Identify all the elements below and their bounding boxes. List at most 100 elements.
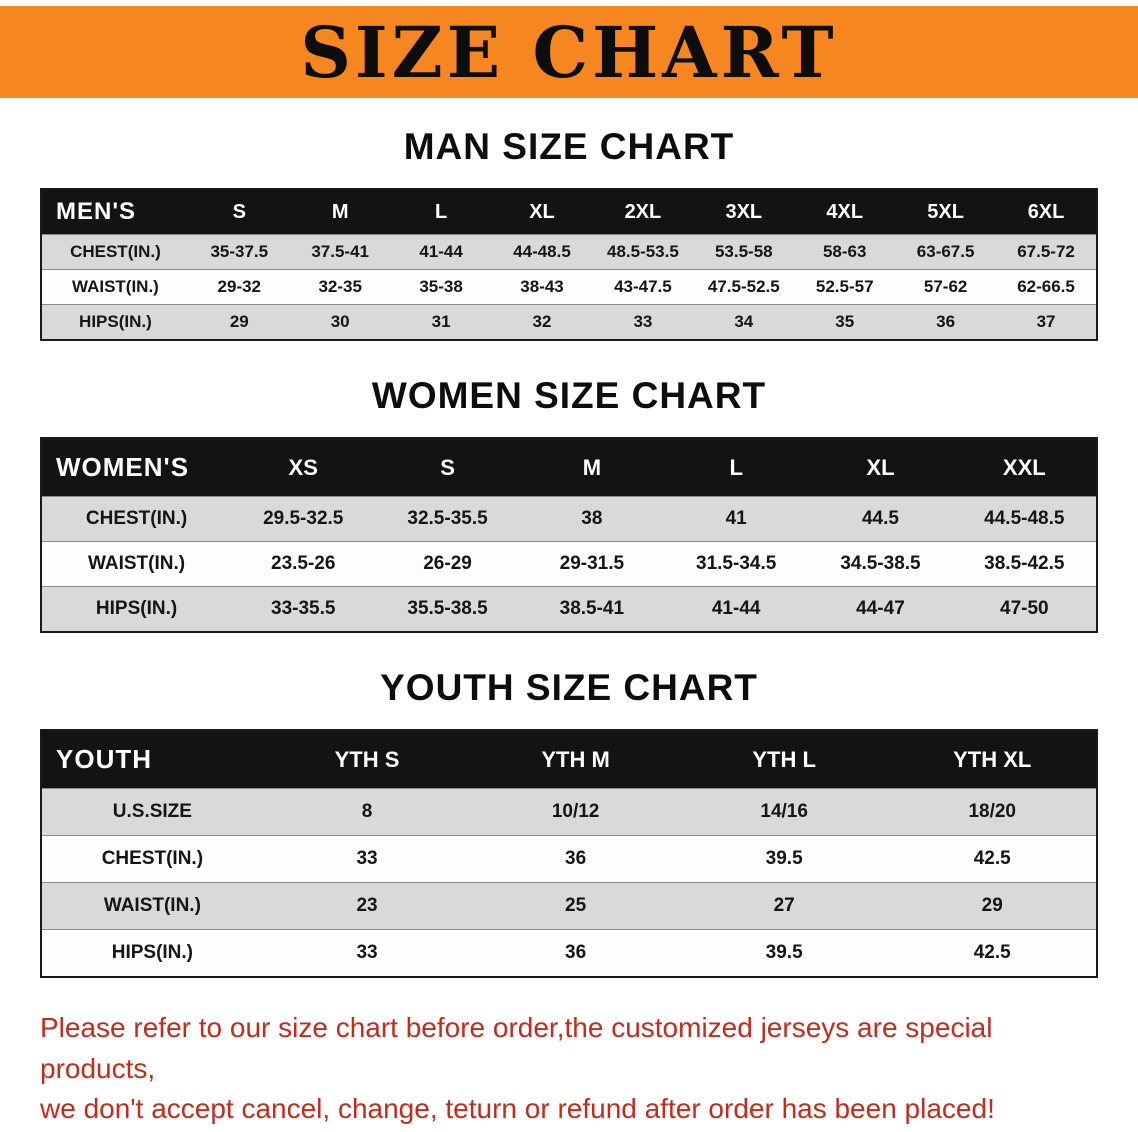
size-value-cell: 47.5-52.5 bbox=[707, 277, 780, 296]
size-value-cell: 35-38 bbox=[419, 277, 463, 296]
size-value-cell: 39.5 bbox=[765, 942, 803, 963]
size-value-cell: 34.5-38.5 bbox=[840, 553, 921, 574]
table-row: HIPS(IN.) 29 30 31 32 33 34 35 36 37 bbox=[41, 304, 1097, 340]
size-column-header: S bbox=[440, 454, 455, 480]
size-value-cell: 36 bbox=[936, 312, 956, 331]
size-value-cell: 62-66.5 bbox=[1017, 277, 1075, 296]
table-row: HIPS(IN.) 33 36 39.5 42.5 bbox=[41, 929, 1097, 977]
size-value-cell: 32-35 bbox=[318, 277, 362, 296]
size-value-cell: 37 bbox=[1036, 312, 1056, 331]
size-column-header: S bbox=[232, 200, 246, 223]
footer-note-line1: Please refer to our size chart before or… bbox=[40, 1012, 993, 1084]
size-value-cell: 23 bbox=[356, 895, 378, 916]
measurement-label: CHEST(IN.) bbox=[101, 848, 204, 869]
table-row: U.S.SIZE 8 10/12 14/16 18/20 bbox=[41, 788, 1097, 836]
size-value-cell: 52.5-57 bbox=[815, 277, 874, 296]
size-value-cell: 58-63 bbox=[822, 242, 867, 261]
youth-header-row: YOUTH YTH S YTH M YTH L YTH XL bbox=[41, 730, 1097, 789]
size-column-header: YTH S bbox=[334, 746, 400, 772]
banner: SIZE CHART bbox=[0, 6, 1138, 98]
measurement-label: CHEST(IN.) bbox=[85, 508, 188, 529]
men-size-table: MEN'S S M L XL 2XL 3XL 4XL 5XL 6XL CHEST(IN.) 35-3… bbox=[40, 188, 1098, 341]
size-column-header: 2XL bbox=[624, 200, 662, 223]
size-value-cell: 31 bbox=[431, 312, 451, 331]
size-value-cell: 38.5-41 bbox=[559, 598, 625, 619]
size-value-cell: 27 bbox=[773, 895, 795, 916]
size-value-cell: 31.5-34.5 bbox=[696, 553, 777, 574]
size-value-cell: 30 bbox=[330, 312, 350, 331]
size-value-cell: 42.5 bbox=[973, 942, 1011, 963]
size-column-header: XL bbox=[866, 454, 895, 480]
youth-table-body: U.S.SIZE 8 10/12 14/16 18/20 CHEST(IN.) 33 36 39… bbox=[41, 788, 1097, 977]
size-column-header: L bbox=[729, 454, 743, 480]
size-value-cell: 35-37.5 bbox=[210, 242, 269, 261]
measurement-label: HIPS(IN.) bbox=[95, 598, 178, 619]
size-value-cell: 14/16 bbox=[760, 801, 808, 822]
women-size-section: WOMEN SIZE CHART WOMEN'S XS S M L XL XXL CHEST… bbox=[0, 375, 1138, 633]
size-value-cell: 35.5-38.5 bbox=[407, 598, 488, 619]
size-value-cell: 29 bbox=[981, 895, 1003, 916]
women-size-table: WOMEN'S XS S M L XL XXL CHEST(IN.) 29.5-32.5 32.… bbox=[40, 437, 1098, 633]
measurement-label: HIPS(IN.) bbox=[111, 942, 194, 963]
size-value-cell: 29-32 bbox=[217, 277, 262, 296]
youth-table-header: YOUTH YTH S YTH M YTH L YTH XL bbox=[41, 730, 1097, 789]
size-value-cell: 29.5-32.5 bbox=[263, 508, 344, 529]
men-table-header: MEN'S S M L XL 2XL 3XL 4XL 5XL 6XL bbox=[41, 189, 1097, 235]
size-value-cell: 25 bbox=[565, 895, 587, 916]
measurement-label: WAIST(IN.) bbox=[87, 553, 186, 574]
size-value-cell: 42.5 bbox=[973, 848, 1011, 869]
size-value-cell: 36 bbox=[565, 942, 587, 963]
men-header-row: MEN'S S M L XL 2XL 3XL 4XL 5XL 6XL bbox=[41, 189, 1097, 235]
size-column-header: YTH M bbox=[541, 746, 610, 772]
table-row: CHEST(IN.) 35-37.5 37.5-41 41-44 44-48.5 48.5… bbox=[41, 234, 1097, 270]
men-table-body: CHEST(IN.) 35-37.5 37.5-41 41-44 44-48.5 48.5… bbox=[41, 234, 1097, 340]
size-value-cell: 8 bbox=[361, 801, 373, 822]
size-value-cell: 41 bbox=[725, 508, 747, 529]
size-value-cell: 47-50 bbox=[1000, 598, 1049, 619]
size-value-cell: 35 bbox=[835, 312, 855, 331]
measurement-label: WAIST(IN.) bbox=[71, 277, 159, 296]
women-section-heading: WOMEN SIZE CHART bbox=[371, 375, 767, 416]
size-value-cell: 44.5-48.5 bbox=[984, 508, 1065, 529]
size-value-cell: 29 bbox=[229, 312, 249, 331]
size-value-cell: 33 bbox=[356, 848, 378, 869]
size-column-header: XXL bbox=[1002, 454, 1046, 480]
size-column-header: XS bbox=[288, 454, 318, 480]
table-row: CHEST(IN.) 33 36 39.5 42.5 bbox=[41, 835, 1097, 883]
size-column-header: M bbox=[331, 200, 349, 223]
women-table-body: CHEST(IN.) 29.5-32.5 32.5-35.5 38 41 44.5 44.5… bbox=[41, 496, 1097, 632]
size-value-cell: 32.5-35.5 bbox=[407, 508, 488, 529]
women-table-title: WOMEN'S bbox=[56, 452, 190, 482]
table-row: WAIST(IN.) 23 25 27 29 bbox=[41, 882, 1097, 930]
size-value-cell: 10/12 bbox=[551, 801, 600, 822]
size-value-cell: 67.5-72 bbox=[1017, 242, 1075, 261]
size-value-cell: 23.5-26 bbox=[271, 553, 336, 574]
men-table-title: MEN'S bbox=[56, 198, 137, 225]
size-value-cell: 38 bbox=[581, 508, 603, 529]
measurement-label: HIPS(IN.) bbox=[79, 312, 152, 331]
size-column-header: 6XL bbox=[1027, 200, 1065, 223]
size-value-cell: 34 bbox=[734, 312, 754, 331]
size-value-cell: 41-44 bbox=[419, 242, 463, 261]
size-value-cell: 32 bbox=[532, 312, 552, 331]
table-row: WAIST(IN.) 29-32 32-35 35-38 38-43 43-47.5 47.… bbox=[41, 269, 1097, 305]
size-value-cell: 33-35.5 bbox=[271, 598, 336, 619]
men-size-section: MAN SIZE CHART MEN'S S M L XL 2XL 3XL 4XL 5XL 6XL… bbox=[0, 126, 1138, 341]
size-column-header: 3XL bbox=[725, 200, 763, 223]
size-value-cell: 29-31.5 bbox=[559, 553, 625, 574]
table-row: WAIST(IN.) 23.5-26 26-29 29-31.5 31.5-34.5 34… bbox=[41, 541, 1097, 587]
size-value-cell: 44-47 bbox=[856, 598, 905, 619]
size-value-cell: 33 bbox=[356, 942, 378, 963]
size-value-cell: 44-48.5 bbox=[513, 242, 571, 261]
size-value-cell: 57-62 bbox=[923, 277, 968, 296]
size-value-cell: 33 bbox=[633, 312, 653, 331]
women-header-row: WOMEN'S XS S M L XL XXL bbox=[41, 438, 1097, 497]
size-value-cell: 37.5-41 bbox=[311, 242, 370, 261]
size-value-cell: 41-44 bbox=[711, 598, 761, 619]
measurement-label: WAIST(IN.) bbox=[103, 895, 201, 916]
size-value-cell: 38.5-42.5 bbox=[984, 553, 1065, 574]
footer-note-line2: we don't accept cancel, change, teturn o… bbox=[40, 1093, 995, 1125]
table-row: CHEST(IN.) 29.5-32.5 32.5-35.5 38 41 44.5 44.5… bbox=[41, 496, 1097, 542]
size-column-header: 5XL bbox=[927, 200, 964, 223]
size-value-cell: 39.5 bbox=[765, 848, 803, 869]
